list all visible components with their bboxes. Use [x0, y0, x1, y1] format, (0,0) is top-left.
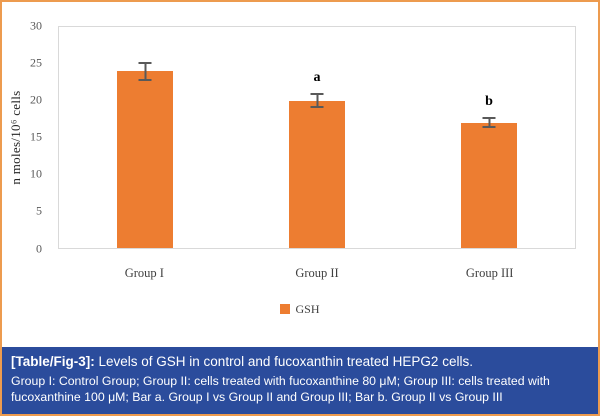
chart-legend: GSH	[2, 302, 598, 317]
bar-columns: a b	[59, 27, 575, 248]
bar-group-1-rect	[117, 71, 173, 248]
bar-group-2-sig-label: a	[313, 70, 321, 86]
bar-group-3-rect	[461, 122, 517, 248]
y-tick-label: 30	[30, 18, 42, 33]
x-label-group-1: Group I	[124, 265, 164, 280]
plot-area: a b	[58, 26, 576, 249]
x-label-group-3: Group III	[465, 265, 514, 280]
legend-swatch-icon	[280, 304, 291, 315]
x-label-group-2: Group II	[295, 265, 339, 280]
y-tick-label: 25	[30, 55, 42, 70]
bar-group-2-rect	[289, 100, 345, 248]
figure-caption: [Table/Fig-3]: Levels of GSH in control …	[2, 346, 598, 414]
gsh-bar-chart: n moles/10⁶ cells 0 5 10 15 20 25 30 a b	[2, 2, 598, 347]
caption-tag: [Table/Fig-3]:	[11, 353, 95, 369]
figure-caption-title: [Table/Fig-3]: Levels of GSH in control …	[11, 353, 589, 371]
bar-group-3-error-bar	[482, 116, 496, 129]
y-tick-label: 5	[36, 203, 42, 218]
y-tick-label: 0	[36, 241, 42, 256]
bar-group-1	[59, 27, 231, 248]
y-tick-label: 10	[30, 166, 42, 181]
bar-group-2: a	[231, 27, 403, 248]
y-tick-label: 15	[30, 129, 42, 144]
x-axis-labels: Group I Group II Group III	[58, 266, 576, 281]
figure-caption-body: Group I: Control Group; Group II: cells …	[11, 373, 550, 405]
y-axis-ticks: 0 5 10 15 20 25 30	[2, 19, 52, 256]
bar-group-1-error-bar	[138, 61, 152, 81]
bar-group-3: b	[403, 27, 575, 248]
bar-group-3-sig-label: b	[485, 93, 493, 109]
legend-label: GSH	[295, 301, 320, 316]
bar-group-2-error-bar	[310, 93, 324, 108]
caption-title-text: Levels of GSH in control and fucoxanthin…	[94, 353, 473, 369]
y-tick-label: 20	[30, 92, 42, 107]
